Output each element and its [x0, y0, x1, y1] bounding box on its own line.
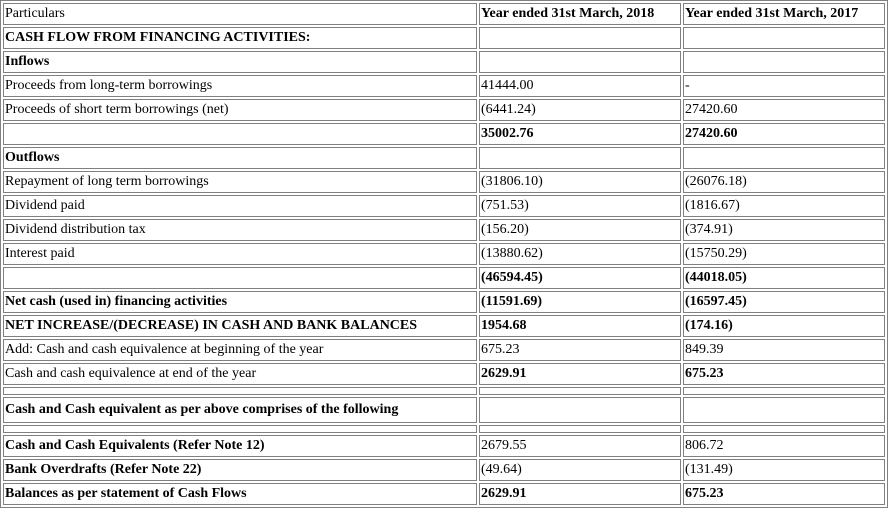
table-row: Inflows [3, 51, 885, 73]
cell-2017: (15750.29) [683, 243, 885, 265]
table-row: Cash and Cash equivalent as per above co… [3, 397, 885, 423]
cell-2018: (6441.24) [479, 99, 681, 121]
table-row: Outflows [3, 147, 885, 169]
row-label [3, 123, 477, 145]
row-label: Add: Cash and cash equivalence at beginn… [3, 339, 477, 361]
header-row: Particulars Year ended 31st March, 2018 … [3, 3, 885, 25]
cell-2017: (44018.05) [683, 267, 885, 289]
table-row: Cash and Cash Equivalents (Refer Note 12… [3, 435, 885, 457]
row-label: Cash and cash equivalence at end of the … [3, 363, 477, 385]
row-label: Interest paid [3, 243, 477, 265]
cell-2018 [479, 147, 681, 169]
spacer-cell [683, 425, 885, 433]
cell-2018: 1954.68 [479, 315, 681, 337]
cell-2018: (31806.10) [479, 171, 681, 193]
cell-2017: - [683, 75, 885, 97]
table-row: NET INCREASE/(DECREASE) IN CASH AND BANK… [3, 315, 885, 337]
row-label: NET INCREASE/(DECREASE) IN CASH AND BANK… [3, 315, 477, 337]
cell-2018: 35002.76 [479, 123, 681, 145]
spacer-cell [479, 387, 681, 395]
section-inflows: Inflows [3, 51, 477, 73]
cell-2018 [479, 397, 681, 423]
row-label: Net cash (used in) financing activities [3, 291, 477, 313]
subtotal-row: (46594.45) (44018.05) [3, 267, 885, 289]
table-row: Add: Cash and cash equivalence at beginn… [3, 339, 885, 361]
cell-2017: 675.23 [683, 483, 885, 505]
cell-2018 [479, 27, 681, 49]
cell-2017: (374.91) [683, 219, 885, 241]
cell-2017: (131.49) [683, 459, 885, 481]
cell-2018: (49.64) [479, 459, 681, 481]
row-label: Dividend distribution tax [3, 219, 477, 241]
table-row: Dividend paid (751.53) (1816.67) [3, 195, 885, 217]
header-year-2018: Year ended 31st March, 2018 [479, 3, 681, 25]
cell-2017: (16597.45) [683, 291, 885, 313]
cell-2017 [683, 27, 885, 49]
table-row: Net cash (used in) financing activities … [3, 291, 885, 313]
cell-2018: (13880.62) [479, 243, 681, 265]
header-particulars: Particulars [3, 3, 477, 25]
cell-2018: (46594.45) [479, 267, 681, 289]
cell-2017: 27420.60 [683, 99, 885, 121]
table-row: Balances as per statement of Cash Flows … [3, 483, 885, 505]
spacer-cell [3, 425, 477, 433]
table-row: CASH FLOW FROM FINANCING ACTIVITIES: [3, 27, 885, 49]
cell-2018: 675.23 [479, 339, 681, 361]
row-label: Cash and Cash Equivalents (Refer Note 12… [3, 435, 477, 457]
table-row: Repayment of long term borrowings (31806… [3, 171, 885, 193]
row-label: Dividend paid [3, 195, 477, 217]
cell-2017 [683, 147, 885, 169]
row-label: Bank Overdrafts (Refer Note 22) [3, 459, 477, 481]
table-row: Proceeds of short term borrowings (net) … [3, 99, 885, 121]
cell-2017 [683, 51, 885, 73]
cell-2017: (174.16) [683, 315, 885, 337]
table-row: Bank Overdrafts (Refer Note 22) (49.64) … [3, 459, 885, 481]
table-row: Dividend distribution tax (156.20) (374.… [3, 219, 885, 241]
cell-2018: 2629.91 [479, 363, 681, 385]
section-outflows: Outflows [3, 147, 477, 169]
table-row: Interest paid (13880.62) (15750.29) [3, 243, 885, 265]
cell-2018 [479, 51, 681, 73]
spacer-row [3, 387, 885, 395]
cell-2018: 2679.55 [479, 435, 681, 457]
spacer-row [3, 425, 885, 433]
section-comprises: Cash and Cash equivalent as per above co… [3, 397, 477, 423]
cell-2018: 41444.00 [479, 75, 681, 97]
cell-2017: 849.39 [683, 339, 885, 361]
cell-2017: (1816.67) [683, 195, 885, 217]
subtotal-row: 35002.76 27420.60 [3, 123, 885, 145]
cell-2018: (11591.69) [479, 291, 681, 313]
cell-2017: 806.72 [683, 435, 885, 457]
cell-2017: 27420.60 [683, 123, 885, 145]
cell-2017: 675.23 [683, 363, 885, 385]
cell-2017 [683, 397, 885, 423]
row-label: Repayment of long term borrowings [3, 171, 477, 193]
spacer-cell [3, 387, 477, 395]
row-label: Proceeds of short term borrowings (net) [3, 99, 477, 121]
cell-2018: (751.53) [479, 195, 681, 217]
spacer-cell [683, 387, 885, 395]
table-row: Proceeds from long-term borrowings 41444… [3, 75, 885, 97]
section-financing-activities: CASH FLOW FROM FINANCING ACTIVITIES: [3, 27, 477, 49]
table-row: Cash and cash equivalence at end of the … [3, 363, 885, 385]
header-year-2017: Year ended 31st March, 2017 [683, 3, 885, 25]
row-label: Balances as per statement of Cash Flows [3, 483, 477, 505]
cell-2018: 2629.91 [479, 483, 681, 505]
spacer-cell [479, 425, 681, 433]
row-label: Proceeds from long-term borrowings [3, 75, 477, 97]
row-label [3, 267, 477, 289]
cell-2018: (156.20) [479, 219, 681, 241]
cell-2017: (26076.18) [683, 171, 885, 193]
